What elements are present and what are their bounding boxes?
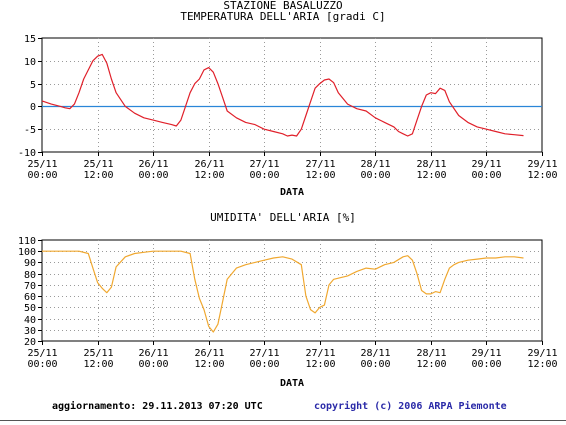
x-tick-date: 28/11 xyxy=(416,159,446,170)
x-tick-date: 26/11 xyxy=(194,159,224,170)
x-tick-time: 12:00 xyxy=(194,359,224,370)
x-tick-time: 12:00 xyxy=(305,170,335,181)
y-tick-label: 110 xyxy=(18,236,36,247)
x-tick-date: 25/11 xyxy=(83,159,113,170)
update-timestamp: aggiornamento: 29.11.2013 07:20 UTC xyxy=(52,401,263,412)
x-tick-time: 12:00 xyxy=(83,359,113,370)
x-tick-date: 26/11 xyxy=(138,159,168,170)
y-tick-label: 5 xyxy=(30,80,36,91)
x-tick-date: 27/11 xyxy=(305,348,335,359)
y-tick-label: 10 xyxy=(24,57,36,68)
y-tick-label: -10 xyxy=(18,148,36,159)
x-tick-time: 00:00 xyxy=(27,359,57,370)
x-tick-date: 25/11 xyxy=(83,348,113,359)
x-tick-date: 28/11 xyxy=(416,348,446,359)
x-tick-time: 12:00 xyxy=(527,359,557,370)
y-tick-label: 40 xyxy=(24,315,36,326)
x-tick-time: 00:00 xyxy=(138,170,168,181)
x-tick-time: 00:00 xyxy=(471,170,501,181)
x-tick-date: 28/11 xyxy=(360,159,390,170)
x-tick-time: 12:00 xyxy=(527,170,557,181)
x-tick-time: 12:00 xyxy=(83,170,113,181)
x-tick-time: 12:00 xyxy=(194,170,224,181)
x-tick-date: 29/11 xyxy=(527,348,557,359)
y-tick-label: 30 xyxy=(24,326,36,337)
humidity-chart: UMIDITA' DELL'ARIA [%] 110100908070605040… xyxy=(18,211,558,389)
bottom-divider xyxy=(0,420,566,421)
x-axis-label: DATA xyxy=(280,378,304,389)
x-tick-time: 12:00 xyxy=(416,359,446,370)
y-tick-label: -5 xyxy=(24,125,36,136)
y-tick-label: 0 xyxy=(30,102,36,113)
x-tick-date: 29/11 xyxy=(471,159,501,170)
plot-frame xyxy=(41,239,543,342)
x-tick-date: 28/11 xyxy=(360,348,390,359)
y-tick-label: 100 xyxy=(18,247,36,258)
y-tick-label: 60 xyxy=(24,292,36,303)
x-tick-date: 29/11 xyxy=(471,348,501,359)
x-tick-date: 26/11 xyxy=(194,348,224,359)
x-tick-time: 00:00 xyxy=(360,170,390,181)
x-tick-time: 00:00 xyxy=(27,170,57,181)
chart-title: STAZIONE BASALUZZO xyxy=(223,0,342,12)
chart-title: UMIDITA' DELL'ARIA [%] xyxy=(210,211,356,224)
x-tick-date: 26/11 xyxy=(138,348,168,359)
y-tick-label: 70 xyxy=(24,281,36,292)
plot-frame xyxy=(41,37,543,153)
y-tick-label: 50 xyxy=(24,303,36,314)
x-tick-date: 25/11 xyxy=(27,159,57,170)
chart-subtitle: TEMPERATURA DELL'ARIA [gradi C] xyxy=(180,10,385,23)
humidity-series-line xyxy=(42,250,524,333)
x-tick-date: 25/11 xyxy=(27,348,57,359)
x-tick-date: 27/11 xyxy=(305,159,335,170)
x-tick-date: 27/11 xyxy=(249,159,279,170)
y-tick-label: 90 xyxy=(24,258,36,269)
y-tick-label: 80 xyxy=(24,270,36,281)
x-tick-date: 27/11 xyxy=(249,348,279,359)
x-tick-time: 00:00 xyxy=(249,170,279,181)
x-tick-date: 29/11 xyxy=(527,159,557,170)
x-tick-time: 00:00 xyxy=(138,359,168,370)
y-tick-label: 20 xyxy=(24,337,36,348)
temperature-series-line xyxy=(41,53,524,137)
copyright-notice: copyright (c) 2006 ARPA Piemonte xyxy=(314,401,507,412)
x-tick-time: 00:00 xyxy=(360,359,390,370)
x-tick-time: 12:00 xyxy=(416,170,446,181)
x-axis-label: DATA xyxy=(280,187,304,198)
x-tick-time: 12:00 xyxy=(305,359,335,370)
y-tick-label: 15 xyxy=(24,34,36,45)
x-tick-time: 00:00 xyxy=(249,359,279,370)
x-tick-time: 00:00 xyxy=(471,359,501,370)
